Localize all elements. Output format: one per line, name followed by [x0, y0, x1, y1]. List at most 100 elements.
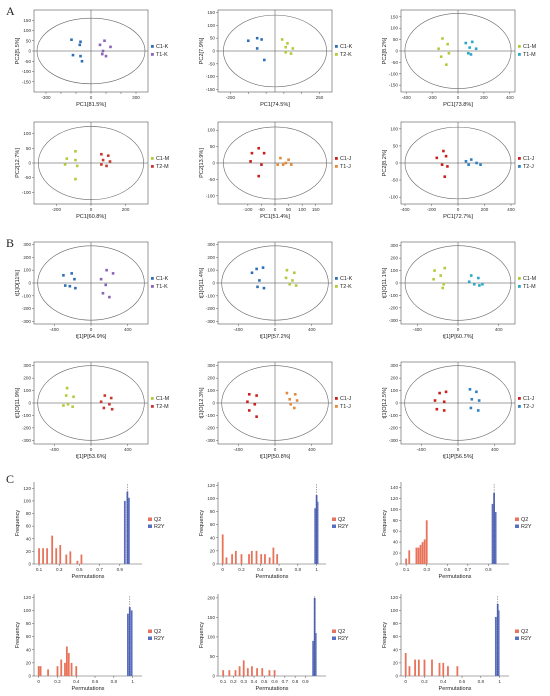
data-point — [66, 402, 70, 406]
y-tick-label: -200 — [389, 305, 399, 310]
x-tick-label: 400 — [308, 327, 316, 332]
data-point — [106, 154, 110, 157]
legend-marker — [151, 45, 154, 48]
y-tick-label: 20 — [393, 551, 399, 556]
chart-c4: 0 0.2 0.4 0.6 0.8 1 0 20 40 60 80 100 120 Permutation… — [15, 594, 165, 692]
x-axis-label: t[1]P[60.7%] — [443, 334, 474, 340]
y-tick-label: 100 — [23, 388, 31, 393]
x-tick-label: 0.9 — [485, 567, 492, 572]
data-point — [75, 164, 79, 168]
y-tick-label: 300 — [207, 242, 215, 247]
legend-label: C1-K — [340, 276, 353, 282]
y-tick-label: 50 — [210, 144, 216, 149]
legend-label: Q2 — [154, 629, 161, 635]
data-point — [469, 53, 473, 56]
x-tick-label: 0.5 — [76, 567, 83, 572]
data-point — [276, 163, 280, 166]
data-point — [446, 42, 449, 46]
data-point — [257, 174, 261, 178]
x-axis-label: PC1[74.5%] — [260, 102, 290, 108]
r2y-bar — [130, 610, 133, 676]
x-tick-label: -200 — [52, 207, 62, 212]
y-tick-label: 200 — [23, 376, 31, 381]
legend-marker — [335, 45, 338, 48]
y-tick-label: 100 — [207, 128, 215, 133]
legend-marker — [518, 397, 521, 400]
y-axis-label: PC2[7.9%] — [199, 37, 205, 64]
data-point — [255, 267, 258, 271]
y-axis-label: Frequency — [199, 622, 205, 649]
q2-bar — [431, 659, 433, 676]
y-axis-label: PC2[8.2%] — [382, 149, 388, 176]
y-tick-label: 20 — [393, 660, 399, 665]
r2y-bar — [493, 492, 495, 564]
x-tick-label: 400 — [507, 207, 515, 212]
x-tick-label: 400 — [308, 447, 316, 452]
data-point — [260, 38, 263, 41]
y-tick-label: -300 — [206, 438, 216, 443]
data-point — [72, 395, 75, 399]
x-tick-label: 250 — [316, 95, 324, 100]
y-axis-label: t[1]O[11%] — [15, 270, 21, 296]
legend-marker — [518, 53, 521, 56]
legend-label: C1-K — [156, 44, 169, 50]
x-axis-label: Permutations — [439, 574, 472, 580]
y-axis-label: Frequency — [382, 510, 388, 537]
legend-marker — [151, 157, 154, 160]
q2-bar — [46, 548, 49, 564]
y-tick-label: 0 — [212, 674, 215, 679]
x-tick-label: 400 — [124, 447, 132, 452]
data-point — [284, 45, 287, 49]
data-point — [467, 163, 470, 167]
x-tick-label: 0.4 — [251, 679, 258, 684]
y-tick-label: 200 — [207, 376, 215, 381]
data-point — [293, 393, 297, 396]
x-tick-label: 0.1 — [403, 567, 410, 572]
data-point — [247, 409, 251, 412]
x-tick-label: 0.1 — [220, 679, 227, 684]
data-point — [467, 280, 471, 284]
r2y-bar — [123, 500, 126, 564]
q2-bar — [222, 670, 225, 676]
y-axis-label: Frequency — [382, 622, 388, 649]
data-point — [444, 390, 448, 394]
x-axis-label: PC1[72.7%] — [443, 214, 473, 220]
data-point — [294, 284, 298, 287]
y-tick-label: 50 — [393, 143, 399, 148]
chart-c2: 0 0.2 0.4 0.6 0.8 1 0 20 40 60 80 100 120 Permutation… — [199, 482, 349, 580]
r2y-bar — [494, 616, 497, 676]
x-tick-label: 0.2 — [230, 679, 237, 684]
y-tick-label: 200 — [207, 255, 215, 260]
r2y-bar — [316, 501, 319, 564]
legend-label: R2Y — [338, 524, 349, 530]
data-point — [286, 42, 289, 45]
y-tick-label: 300 — [23, 242, 31, 247]
x-tick-label: 300 — [132, 95, 140, 100]
legend-label: C1-M — [523, 44, 537, 50]
x-tick-label: -400 — [413, 327, 423, 332]
y-tick-label: 60 — [210, 522, 216, 527]
data-point — [447, 51, 451, 55]
x-axis-label: Permutations — [439, 686, 472, 692]
legend-label: R2Y — [521, 524, 532, 530]
y-tick-label: -300 — [206, 319, 216, 324]
data-point — [99, 400, 103, 404]
r2y-bar — [314, 508, 317, 564]
x-axis-label: t[1]P[57.2%] — [260, 334, 291, 340]
y-tick-label: 80 — [26, 511, 32, 516]
x-tick-label: 0.4 — [257, 567, 264, 572]
x-tick-label: 0.5 — [261, 679, 268, 684]
x-tick-label: 0.3 — [241, 679, 248, 684]
x-tick-label: 0.4 — [440, 679, 447, 684]
q2-bar — [59, 545, 62, 564]
chart-a5: -100 -50 0 50 100 150 -100 -50 0 50 100 PC1[51.4%] P… — [199, 121, 352, 220]
y-tick-label: 0 — [395, 562, 398, 567]
legend-marker — [518, 285, 521, 288]
chart-a2: -250 250 -150 -100 -50 0 50 100 150 PC1[74.5%] PC2… — [199, 9, 353, 108]
y-axis-label: PC2[12.7%] — [15, 148, 21, 178]
y-tick-label: 100 — [390, 26, 398, 31]
y-tick-label: 0 — [395, 49, 398, 54]
y-tick-label: 100 — [207, 23, 215, 28]
q2-bar — [261, 668, 264, 676]
data-point — [435, 156, 439, 160]
